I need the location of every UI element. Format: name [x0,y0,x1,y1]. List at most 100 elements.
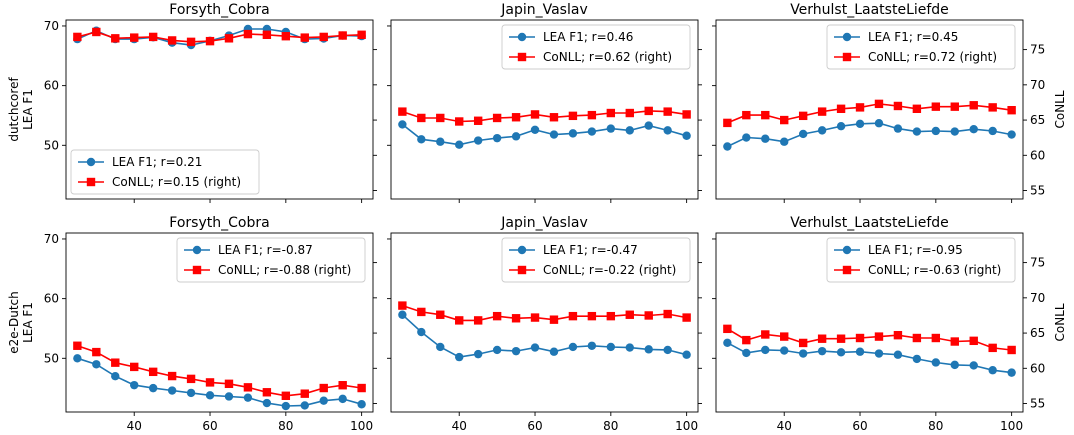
data-point-conll [417,307,426,317]
x-tick-label: 40 [777,419,792,433]
data-point-conll [723,118,732,128]
data-point-lea [893,350,903,359]
data-point-lea [417,135,426,144]
row-0-ylabel-line: dutchcoref [7,77,21,142]
data-point-lea [950,360,959,370]
data-point-conll [798,111,808,121]
data-point-lea [530,343,540,352]
data-point-conll [398,107,407,116]
data-point-lea [663,345,672,355]
data-point-lea [742,133,751,142]
data-point-conll [682,313,691,322]
series-line-conll [726,328,1012,351]
right-y-tick-label: 75 [1030,43,1045,57]
data-point-lea [549,130,559,139]
data-point-conll [167,371,177,381]
data-point-conll [319,32,328,42]
series-line-conll [727,103,1012,124]
data-point-conll [262,388,272,397]
data-point-conll [606,311,616,321]
legend: LEA F1; r=-0.47 CoNLL; r=-0.22 (right) [501,237,691,283]
data-point-conll [625,108,634,118]
legend-box [70,149,260,195]
series-line-lea [727,342,1012,374]
left-y-tick-label: 60 [44,292,59,306]
data-point-conll [836,104,846,113]
row-1-ylabel-line: LEA F1 [21,302,35,343]
data-point-conll [492,311,502,321]
data-point-lea [798,349,808,358]
legend-box [826,237,1016,283]
data-point-lea [761,134,770,143]
data-point-lea [243,393,253,402]
data-point-lea [723,338,732,347]
x-tick-label: 100 [675,419,698,433]
data-point-conll [148,32,158,42]
data-point-conll [224,379,234,389]
data-point-conll [798,338,808,348]
data-point-conll [587,110,597,120]
x-tick-label: 60 [852,419,867,433]
legend-marker [517,32,527,42]
data-point-conll [644,311,653,320]
left-y-tick-label: 70 [44,232,59,246]
data-point-lea [568,342,578,352]
data-point-lea [167,386,177,395]
data-point-conll [587,311,597,321]
data-point-conll [893,330,903,340]
data-point-conll [492,113,502,123]
data-point-lea [338,394,347,404]
data-point-lea [644,345,653,354]
data-point-conll [1007,106,1016,115]
data-point-conll [663,309,672,319]
data-point-conll [262,30,272,39]
data-point-conll [73,32,82,42]
data-point-lea [798,129,808,139]
data-point-lea [893,124,903,133]
data-point-lea [874,119,884,128]
panel-0-2: Verhulst_LaatsteLiefde 55 60 65 70 75 LEA F1; … [712,2,1045,203]
legend-label: CoNLL; r=0.72 (right) [868,50,997,64]
data-point-conll [780,115,789,125]
panel-title: Forsyth_Cobra [169,215,269,231]
data-point-conll [398,301,407,310]
x-tick-label: 40 [127,419,142,433]
data-point-lea [300,401,309,410]
data-point-lea [969,124,978,134]
data-point-conll [186,374,196,384]
data-point-conll [988,343,997,353]
series-line-lea [77,28,362,46]
right-y-tick-label: 65 [1030,326,1045,340]
data-point-lea [988,366,997,375]
series-line-conll [77,31,362,43]
data-point-lea [780,346,789,355]
panel-title: Japin_Vaslav [500,2,587,18]
data-point-conll [855,333,865,343]
legend-label: LEA F1; r=-0.87 [218,243,313,257]
data-point-lea [436,137,445,146]
data-point-lea [455,352,464,362]
legend-box [501,24,691,70]
data-point-conll [723,324,732,334]
right-y-tick-label: 60 [1030,361,1045,375]
legend: LEA F1; r=-0.95 CoNLL; r=-0.63 (right) [826,237,1016,283]
data-point-lea [357,400,366,409]
right-y-tick-label: 70 [1030,78,1045,92]
data-point-lea [969,361,978,370]
series-line-conll [402,110,687,123]
data-point-lea [931,126,941,136]
data-point-conll [874,332,884,341]
data-point-lea [549,347,559,356]
data-point-conll [931,333,941,343]
data-point-lea [319,396,328,405]
data-point-conll [761,330,770,339]
legend-marker [517,245,527,255]
right-y-tick-label: 60 [1030,148,1045,162]
data-point-conll [912,104,922,113]
data-point-lea [473,136,483,145]
data-point-lea [398,120,407,129]
data-point-conll [950,337,959,346]
row-1-ylabel: e2e-DutchLEA F1 [7,291,35,353]
data-point-lea [417,327,426,337]
